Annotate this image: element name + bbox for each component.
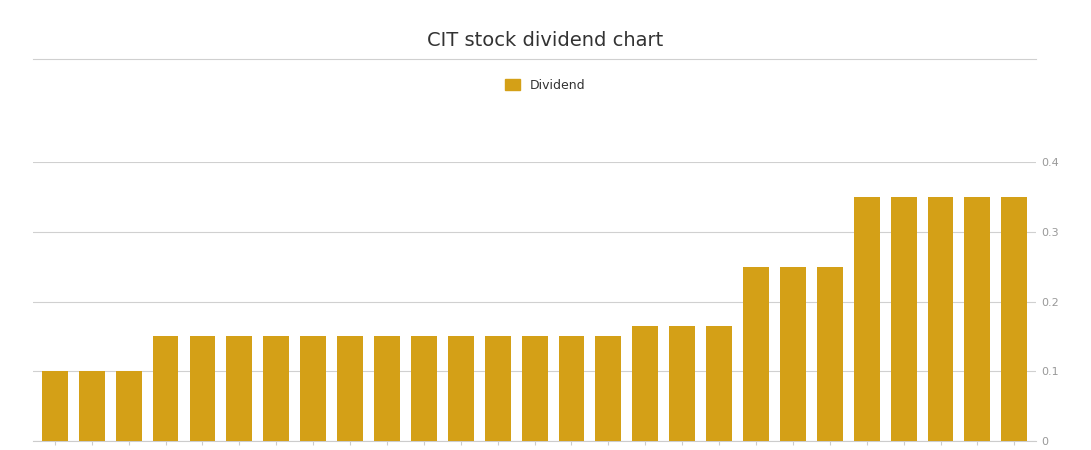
- Bar: [116, 371, 142, 441]
- Bar: [1002, 197, 1028, 441]
- Bar: [263, 337, 289, 441]
- Bar: [596, 337, 621, 441]
- Bar: [190, 337, 215, 441]
- Bar: [633, 326, 658, 441]
- Bar: [743, 266, 769, 441]
- Bar: [854, 197, 879, 441]
- Bar: [669, 326, 695, 441]
- Bar: [227, 337, 252, 441]
- Bar: [337, 337, 363, 441]
- Bar: [559, 337, 585, 441]
- Bar: [411, 337, 436, 441]
- Bar: [521, 337, 548, 441]
- Bar: [817, 266, 842, 441]
- Legend: Dividend: Dividend: [500, 74, 591, 97]
- Bar: [484, 337, 511, 441]
- Bar: [300, 337, 326, 441]
- Bar: [780, 266, 806, 441]
- Bar: [706, 326, 732, 441]
- Bar: [927, 197, 954, 441]
- Bar: [41, 371, 68, 441]
- Bar: [448, 337, 473, 441]
- Bar: [79, 371, 105, 441]
- Bar: [890, 197, 916, 441]
- Text: CIT stock dividend chart: CIT stock dividend chart: [428, 32, 663, 50]
- Bar: [153, 337, 179, 441]
- Bar: [374, 337, 400, 441]
- Bar: [964, 197, 991, 441]
